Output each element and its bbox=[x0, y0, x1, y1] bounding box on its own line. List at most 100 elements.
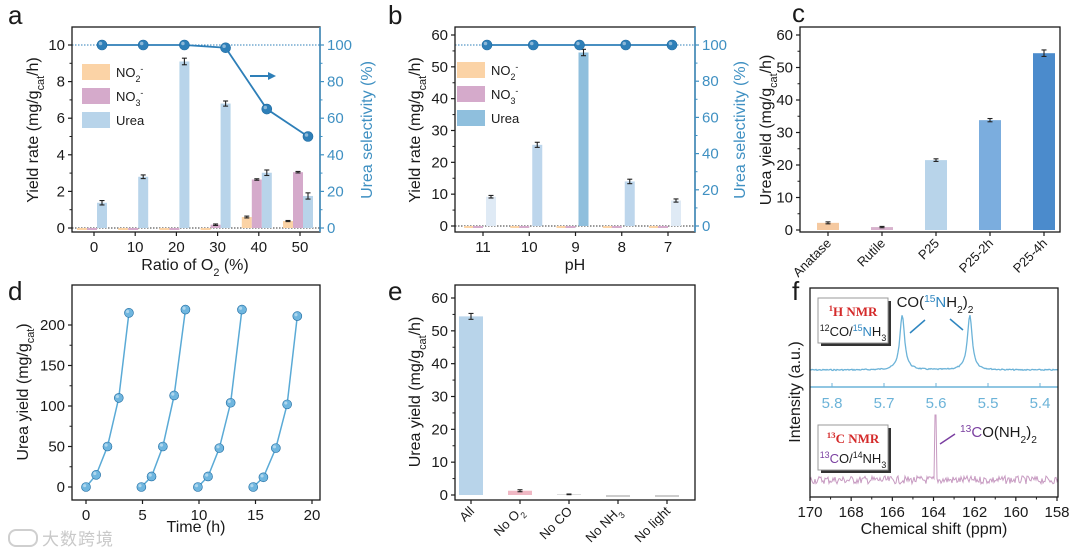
point-highlight bbox=[216, 445, 220, 449]
nmr-title: 13C NMR bbox=[827, 430, 880, 446]
bar-urea bbox=[624, 181, 635, 226]
label-part: /h) bbox=[407, 57, 424, 76]
label-part: Rutile bbox=[854, 236, 888, 270]
label-part: No CO bbox=[536, 504, 575, 543]
label-part: 2 bbox=[1031, 435, 1037, 446]
plot-frame bbox=[71, 26, 321, 233]
label-part: No NH bbox=[582, 507, 620, 545]
label-part: 60 bbox=[327, 110, 344, 127]
data-point bbox=[169, 390, 179, 401]
data-point bbox=[137, 39, 149, 51]
bar-urea bbox=[261, 172, 272, 228]
label-part: Intensity (a.u.) bbox=[787, 341, 804, 442]
inset-tick-label: 5.5 bbox=[978, 395, 999, 412]
label-part: Urea yield (mg/g bbox=[758, 88, 775, 205]
point-highlight bbox=[576, 41, 580, 46]
bar-no2 bbox=[159, 228, 170, 230]
bar-urea bbox=[220, 103, 231, 228]
y-tick-label: 30 bbox=[431, 123, 448, 140]
bar-no3 bbox=[210, 224, 221, 228]
label-part: 40 bbox=[431, 91, 448, 108]
y-tick-label: 0 bbox=[785, 222, 793, 239]
label-part: 160 bbox=[1003, 504, 1028, 521]
point-highlight bbox=[194, 484, 199, 488]
point-highlight bbox=[159, 443, 164, 447]
panel-c: 0 10 20 30 40 50 60 Anatase Rutile P25 P25-2h P25-4… bbox=[758, 26, 1061, 280]
y-tick-label: 8 bbox=[57, 74, 65, 91]
bar-no3 bbox=[473, 226, 483, 228]
label-part: 2 bbox=[518, 510, 529, 521]
label-part: 5.5 bbox=[978, 395, 999, 412]
data-point bbox=[180, 304, 191, 315]
bar-no2 bbox=[77, 228, 87, 230]
x-tick-label: 168 bbox=[839, 504, 864, 521]
y-tick-label: 80 bbox=[702, 73, 719, 90]
bar bbox=[606, 495, 630, 497]
point-highlight bbox=[205, 473, 209, 477]
label-part: 80 bbox=[327, 74, 344, 91]
x-tick-label: 0 bbox=[90, 239, 98, 256]
label-part: 3 bbox=[616, 510, 627, 521]
x-tick-label: 8 bbox=[618, 239, 626, 256]
x-tick-label: 11 bbox=[475, 239, 491, 256]
y-tick-label: 100 bbox=[702, 37, 727, 54]
label-part: NO bbox=[116, 65, 136, 80]
y-tick-label: 150 bbox=[40, 358, 65, 375]
bar-no2 bbox=[241, 217, 252, 228]
bar-no2 bbox=[556, 226, 567, 228]
x-tick-label: 162 bbox=[962, 504, 987, 521]
panel-letter-e: e bbox=[388, 276, 402, 306]
label-part: NH bbox=[863, 451, 882, 466]
data-point bbox=[91, 470, 101, 480]
label-part: 80 bbox=[702, 73, 719, 90]
data-point bbox=[124, 308, 134, 318]
label-part: No O bbox=[491, 507, 523, 539]
label-part: P25-4h bbox=[1010, 236, 1050, 276]
label-part: 100 bbox=[702, 37, 727, 54]
label-part: 50 bbox=[48, 439, 65, 456]
bar-no2 bbox=[118, 228, 129, 230]
label-part: 30 bbox=[209, 239, 226, 256]
label-part: Urea bbox=[116, 113, 145, 128]
arrow-icon bbox=[949, 318, 964, 331]
data-point bbox=[620, 39, 632, 51]
point-highlight bbox=[622, 41, 626, 46]
label-part: 50 bbox=[776, 60, 793, 77]
x-tick-label: 166 bbox=[880, 504, 905, 521]
selectivity-line bbox=[102, 44, 309, 138]
point-highlight bbox=[530, 41, 534, 46]
label-part: 2 bbox=[136, 74, 141, 84]
label-part: 12 bbox=[820, 323, 830, 333]
x-tick-label: 164 bbox=[921, 504, 946, 521]
label-part: Urea yield (mg/g bbox=[15, 343, 32, 460]
label-part: C bbox=[830, 451, 839, 466]
legend-box bbox=[817, 297, 889, 344]
point-highlight bbox=[222, 44, 226, 48]
x-tick-label: P25-2h bbox=[956, 236, 996, 276]
legend-label: Urea bbox=[491, 111, 520, 126]
label-part: cat bbox=[35, 76, 47, 91]
x-tick-label: 7 bbox=[664, 239, 672, 256]
label-part: Yield rate (mg/g bbox=[407, 90, 424, 202]
y-tick-label: 20 bbox=[776, 157, 793, 174]
label-part: 30 bbox=[431, 389, 448, 406]
label-part: c bbox=[792, 0, 805, 28]
label-part: 6 bbox=[57, 110, 65, 127]
bar-urea bbox=[179, 61, 190, 228]
x-tick-label: All bbox=[456, 503, 477, 524]
data-point bbox=[102, 441, 113, 452]
data-point bbox=[96, 39, 108, 51]
y-axis-label: Urea yield (mg/gcat/h) bbox=[758, 55, 780, 206]
point-highlight bbox=[181, 41, 185, 46]
y-tick-label: 60 bbox=[327, 110, 344, 127]
x-tick-label: 20 bbox=[168, 239, 185, 256]
panel-letter-b: b bbox=[388, 0, 402, 30]
arrow-icon bbox=[939, 433, 956, 445]
bar-no3 bbox=[565, 226, 576, 228]
data-point bbox=[81, 482, 91, 492]
label-part: NO bbox=[116, 89, 136, 104]
x-tick-label: 20 bbox=[304, 507, 321, 524]
legend-swatch bbox=[457, 86, 485, 102]
watermark-text: 大数跨境 bbox=[42, 530, 114, 550]
label-part: 100 bbox=[327, 37, 352, 54]
